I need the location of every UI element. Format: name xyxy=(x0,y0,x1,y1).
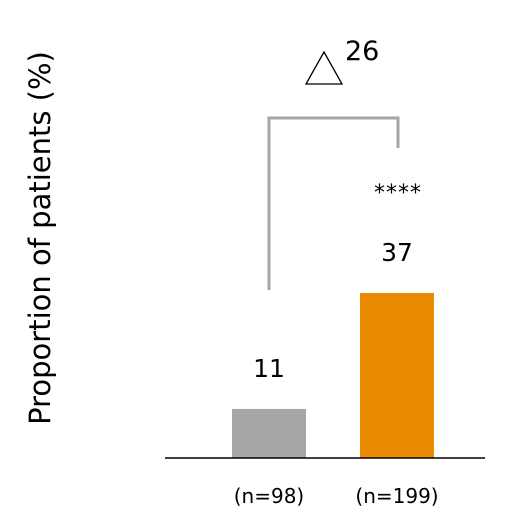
bar-2 xyxy=(360,293,434,458)
significance-stars: **** xyxy=(374,181,422,206)
x-tick-labels-group: (n=98) (n=199) xyxy=(234,484,439,508)
x-tick-label-2: (n=199) xyxy=(355,484,438,508)
x-tick-label-1: (n=98) xyxy=(234,484,305,508)
delta-triangle-icon xyxy=(304,50,344,85)
delta-value: 26 xyxy=(345,36,379,67)
data-labels-group: 11 37 xyxy=(253,238,413,383)
bars-group xyxy=(232,293,434,458)
comparison-bracket xyxy=(267,116,400,290)
data-label-2: 37 xyxy=(381,238,413,267)
bar-1 xyxy=(232,408,306,458)
data-label-1: 11 xyxy=(253,354,285,383)
y-axis-label: Proportion of patients (%) xyxy=(23,51,57,425)
